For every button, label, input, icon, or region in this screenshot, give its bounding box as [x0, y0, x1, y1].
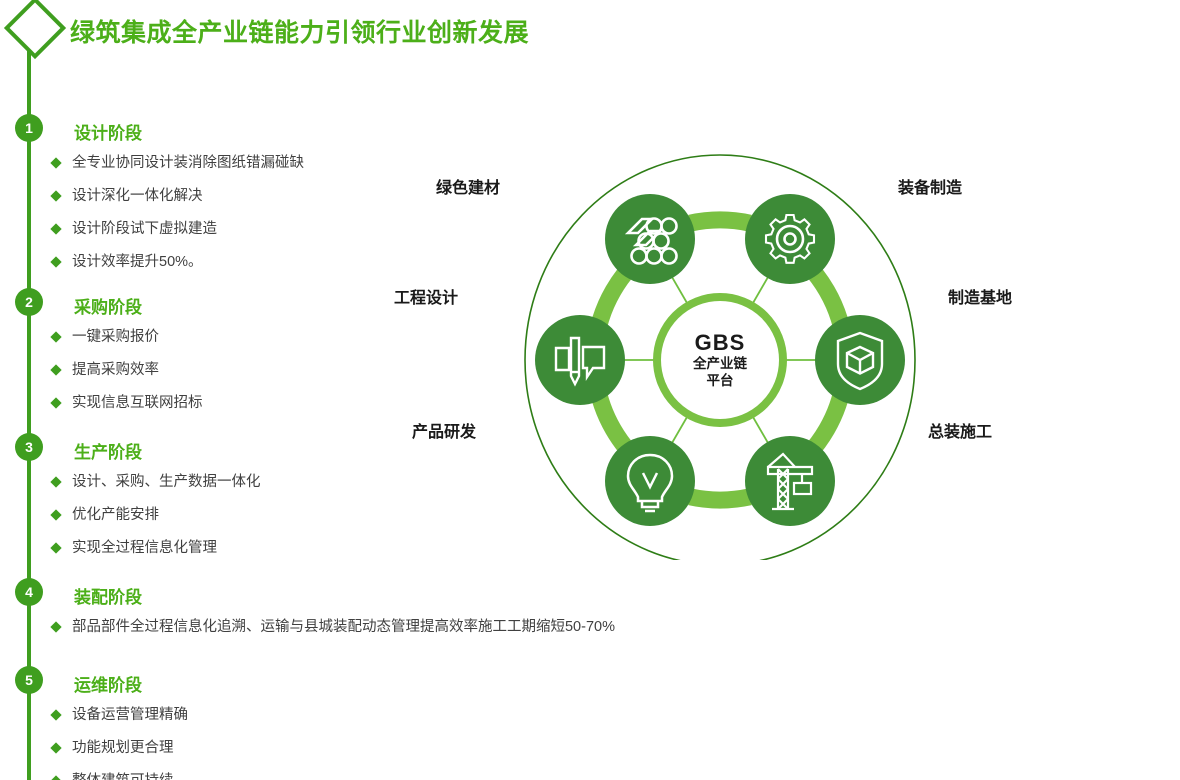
label-green-materials: 绿色建材: [436, 180, 501, 197]
bullet-diamond-icon: [50, 223, 62, 235]
hub-circle: [653, 293, 787, 427]
node-manufacturing-base[interactable]: [815, 315, 905, 405]
bullet-diamond-icon: [50, 476, 62, 488]
list-item: 实现全过程信息化管理: [50, 540, 261, 556]
phase-badge-3: 3: [15, 433, 43, 461]
list-item: 一键采购报价: [50, 329, 203, 345]
phase-badge-1: 1: [15, 114, 43, 142]
phase-title-1: 设计阶段: [74, 124, 142, 143]
bullet-diamond-icon: [50, 775, 62, 780]
bullet-diamond-icon: [50, 157, 62, 169]
list-item: 设备运营管理精确: [50, 707, 188, 723]
bullet-diamond-icon: [50, 190, 62, 202]
phase-badge-2: 2: [15, 288, 43, 316]
node-assembly-construction[interactable]: [745, 436, 835, 526]
phase-bullets-3: 设计、采购、生产数据一体化 优化产能安排 实现全过程信息化管理: [50, 474, 261, 573]
bullet-diamond-icon: [50, 709, 62, 721]
phase-title-2: 采购阶段: [74, 298, 142, 317]
outer-ellipse: [524, 154, 916, 560]
list-item: 功能规划更合理: [50, 740, 188, 756]
list-item: 设计阶段试下虚拟建造: [50, 221, 304, 237]
label-product-rd: 产品研发: [412, 424, 477, 441]
label-equipment-manufacturing: 装备制造: [898, 180, 963, 197]
node-engineering-design[interactable]: [535, 315, 625, 405]
page-title: 绿筑集成全产业链能力引领行业创新发展: [70, 19, 530, 47]
bullet-diamond-icon: [50, 331, 62, 343]
bullet-diamond-icon: [50, 542, 62, 554]
phase-badge-5: 5: [15, 666, 43, 694]
phase-bullets-4: 部品部件全过程信息化追溯、运输与县城装配动态管理提高效率施工工期缩短50-70%: [50, 619, 615, 652]
list-item: 设计效率提升50%。: [50, 254, 304, 270]
bullet-diamond-icon: [50, 256, 62, 268]
phase-bullets-5: 设备运营管理精确 功能规划更合理 整体建筑可持续: [50, 707, 188, 780]
phase-title-5: 运维阶段: [74, 676, 142, 695]
phase-badge-4: 4: [15, 578, 43, 606]
list-item: 部品部件全过程信息化追溯、运输与县城装配动态管理提高效率施工工期缩短50-70%: [50, 619, 615, 635]
list-item: 整体建筑可持续: [50, 773, 188, 780]
bullet-diamond-icon: [50, 364, 62, 376]
phase-bullets-1: 全专业协同设计装消除图纸错漏碰缺 设计深化一体化解决 设计阶段试下虚拟建造 设计…: [50, 155, 304, 287]
phase-title-4: 装配阶段: [74, 588, 142, 607]
phase-bullets-2: 一键采购报价 提高采购效率 实现信息互联网招标: [50, 329, 203, 428]
phase-title-3: 生产阶段: [74, 443, 142, 462]
list-item: 实现信息互联网招标: [50, 395, 203, 411]
node-equipment-manufacturing[interactable]: [745, 194, 835, 284]
list-item: 提高采购效率: [50, 362, 203, 378]
hub-label: GBS 全产业链 平台: [660, 331, 780, 389]
label-engineering-design: 工程设计: [394, 290, 459, 307]
hub-subtitle-2: 平台: [706, 373, 734, 388]
hub-subtitle-1: 全产业链: [693, 356, 747, 371]
bullet-diamond-icon: [50, 397, 62, 409]
bullet-diamond-icon: [50, 742, 62, 754]
diamond-logo-icon: [3, 0, 67, 60]
timeline-spine: [27, 50, 31, 780]
bullet-diamond-icon: [50, 509, 62, 521]
value-chain-wheel: GBS 全产业链 平台: [390, 150, 1050, 560]
list-item: 优化产能安排: [50, 507, 261, 523]
list-item: 设计深化一体化解决: [50, 188, 304, 204]
node-product-rd[interactable]: [605, 436, 695, 526]
node-green-materials[interactable]: [605, 194, 695, 284]
bullet-diamond-icon: [50, 621, 62, 633]
label-manufacturing-base: 制造基地: [948, 290, 1013, 307]
list-item: 全专业协同设计装消除图纸错漏碰缺: [50, 155, 304, 171]
hub-title: GBS: [694, 330, 746, 355]
list-item: 设计、采购、生产数据一体化: [50, 474, 261, 490]
label-assembly-construction: 总装施工: [928, 424, 993, 441]
